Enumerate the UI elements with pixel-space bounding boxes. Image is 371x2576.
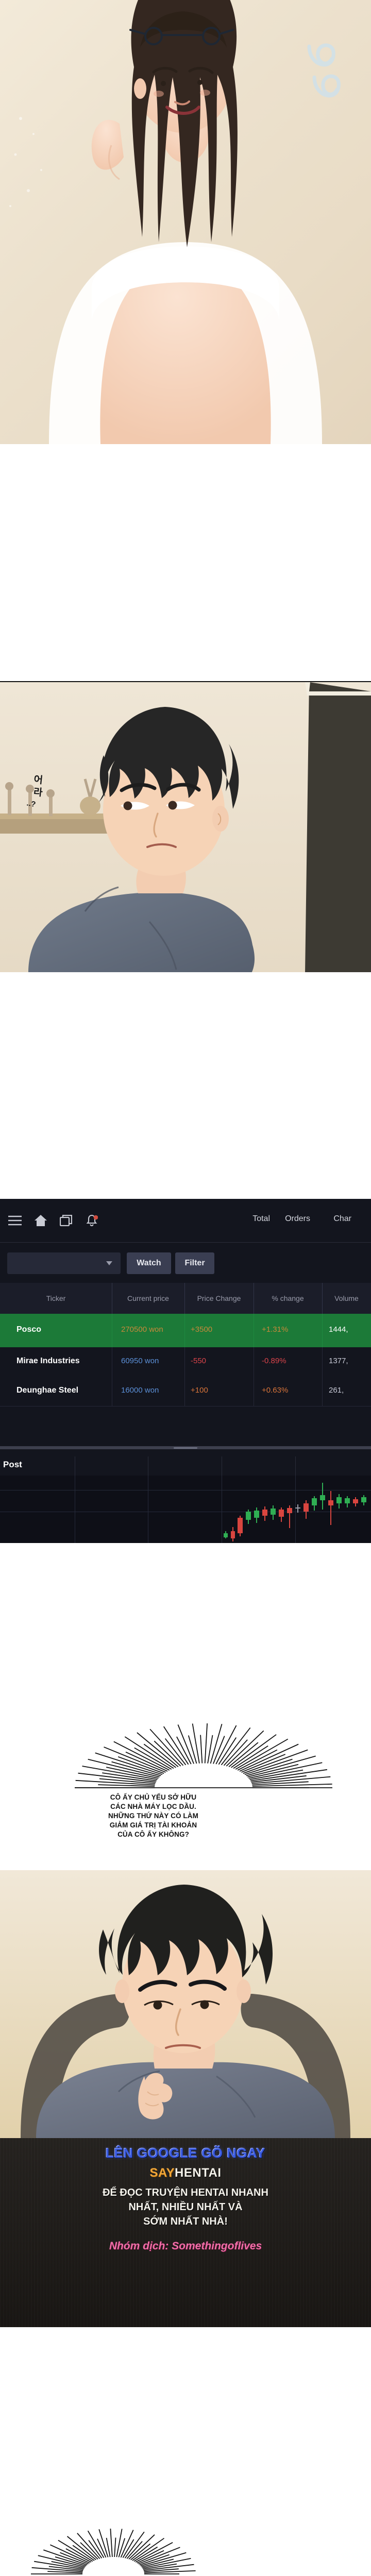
svg-text:어: 어 bbox=[33, 774, 43, 786]
svg-text:..?: ..? bbox=[26, 799, 36, 809]
svg-text:라: 라 bbox=[33, 786, 43, 799]
